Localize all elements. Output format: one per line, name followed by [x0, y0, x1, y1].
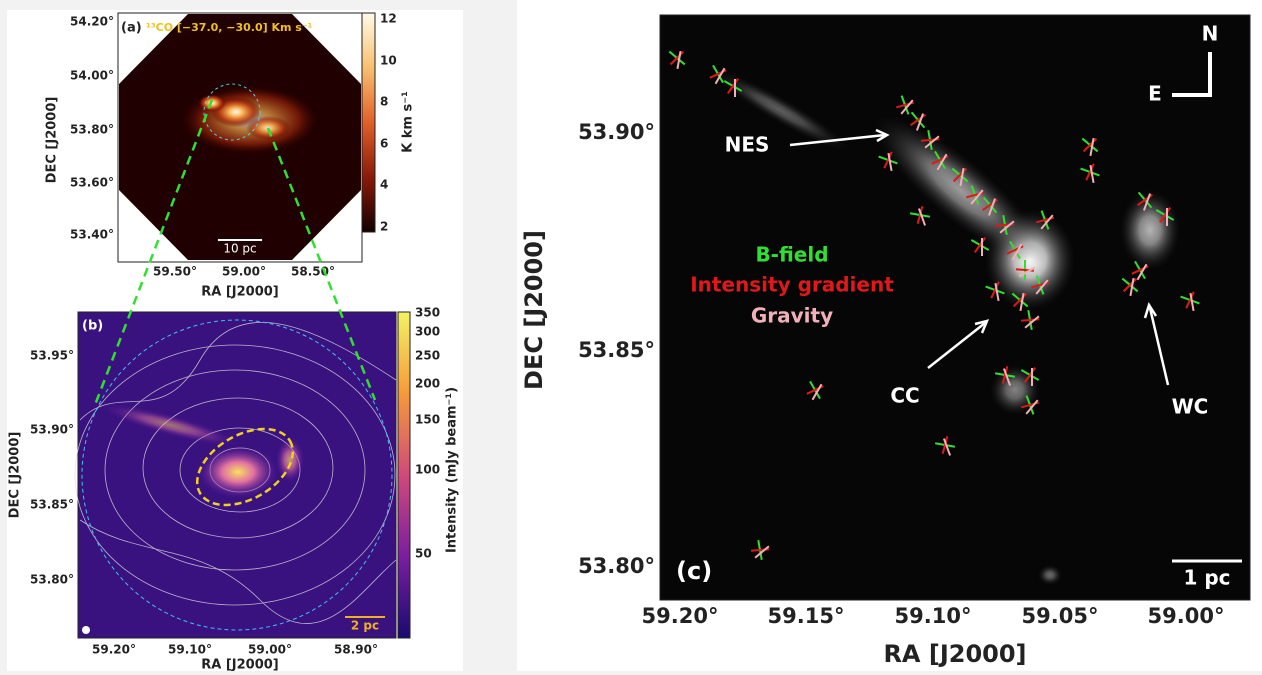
colorbar-tick-label: 8	[380, 95, 388, 109]
x-tick-label: 59.50°	[153, 265, 197, 279]
colorbar-tick-label: 100	[415, 463, 440, 477]
x-tick-label: 59.10°	[895, 604, 972, 628]
panel-label: (a)	[121, 21, 142, 36]
colorbar-label: K km s⁻¹	[401, 91, 416, 153]
x-tick-label: 59.05°	[1022, 604, 1099, 628]
y-tick-label: 54.00°	[70, 69, 114, 83]
x-tick-label: 58.50°	[291, 265, 335, 279]
y-tick-label: 53.40°	[70, 228, 114, 242]
y-tick-label: 53.60°	[70, 176, 114, 190]
y-tick-label: 53.90°	[30, 423, 74, 437]
compass-east: E	[1148, 82, 1162, 106]
colorbar-tick-label: 2	[380, 220, 388, 234]
colorbar-tick-label: 50	[415, 547, 432, 561]
emission	[276, 438, 304, 482]
y-tick-label: 53.95°	[30, 349, 74, 363]
legend-entry: Intensity gradient	[690, 273, 894, 297]
legend-entry: Gravity	[751, 304, 833, 328]
colorbar-tick-label: 12	[380, 12, 397, 26]
annotation: WC	[1172, 395, 1209, 419]
colorbar-tick-label: 200	[415, 377, 440, 391]
beam	[82, 626, 90, 634]
colorbar-tick-label: 10	[380, 54, 397, 68]
compass-north: N	[1202, 22, 1219, 46]
colorbar	[362, 13, 375, 232]
y-axis-label: DEC [J2000]	[520, 230, 548, 390]
x-axis-label: RA [J2000]	[201, 658, 279, 672]
panel-label: (c)	[676, 557, 712, 585]
y-tick-label: 53.90°	[578, 120, 655, 144]
y-tick-label: 54.20°	[70, 15, 114, 29]
x-tick-label: 59.20°	[92, 643, 136, 657]
x-tick-label: 59.00°	[1148, 604, 1225, 628]
x-axis-label: RA [J2000]	[201, 285, 279, 300]
annotation: NES	[725, 133, 770, 157]
y-tick-label: 53.85°	[30, 498, 74, 512]
x-tick-label: 59.10°	[168, 643, 212, 657]
x-tick-label: 59.20°	[642, 604, 719, 628]
legend-entry: B-field	[755, 243, 828, 267]
x-axis-label: RA [J2000]	[883, 640, 1026, 668]
y-axis-label: DEC [J2000]	[45, 97, 60, 184]
scalebar-label: 1 pc	[1183, 566, 1230, 590]
colorbar-tick-label: 300	[415, 325, 440, 339]
scalebar-label: 10 pc	[223, 242, 256, 256]
colorbar	[398, 312, 410, 638]
y-tick-label: 53.85°	[578, 338, 655, 362]
colorbar-tick-label: 250	[415, 349, 440, 363]
figure: (a) ¹³CO [−37.0, −30.0] Km s⁻¹ 10 pc 54.…	[0, 0, 1262, 671]
annotation: CC	[890, 384, 919, 408]
x-tick-label: 58.90°	[334, 643, 378, 657]
colorbar-tick-label: 350	[415, 306, 440, 320]
colorbar-tick-label: 4	[380, 178, 388, 192]
y-tick-label: 53.80°	[30, 573, 74, 587]
scalebar-label: 2 pc	[351, 619, 379, 633]
y-tick-label: 53.80°	[70, 123, 114, 137]
x-tick-label: 59.00°	[222, 265, 266, 279]
y-tick-label: 53.80°	[578, 554, 655, 578]
panel-title: ¹³CO [−37.0, −30.0] Km s⁻¹	[146, 21, 313, 34]
panel-label: (b)	[82, 319, 103, 334]
y-axis-label: DEC [J2000]	[8, 432, 23, 519]
x-tick-label: 59.00°	[248, 643, 292, 657]
x-tick-label: 59.15°	[768, 604, 845, 628]
colorbar-tick-label: 150	[415, 413, 440, 427]
colorbar-tick-label: 6	[380, 137, 388, 151]
colorbar-label: Intensity (mJy beam⁻¹)	[445, 387, 460, 553]
